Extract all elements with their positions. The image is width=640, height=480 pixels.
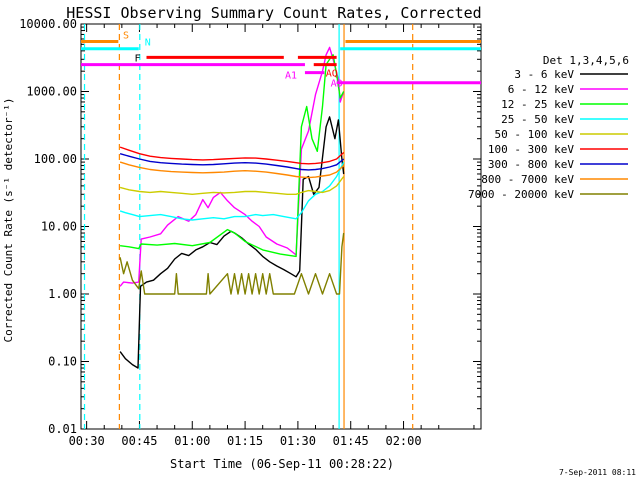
- flag-label: F: [134, 53, 140, 64]
- x-tick-label: 00:45: [121, 434, 157, 448]
- x-tick-label: 01:00: [174, 434, 210, 448]
- legend: 3 - 6 keV 6 - 12 keV 12 - 25 keV 25 - 50 ke…: [468, 68, 628, 201]
- series-line-3-6-keV: [119, 116, 345, 369]
- series-line-100-300-keV: [119, 146, 345, 165]
- flag-label: S: [123, 31, 129, 42]
- y-tick-label: 1000.00: [26, 85, 77, 99]
- series-line-7000-20000-keV: [119, 232, 345, 295]
- series-line-25-50-keV: [119, 161, 345, 221]
- legend-label: 25 - 50 keV: [501, 113, 574, 126]
- legend-label: 100 - 300 keV: [488, 143, 574, 156]
- series-line-6-12-keV: [119, 46, 345, 287]
- x-tick-label: 01:15: [227, 434, 263, 448]
- x-axis-label: Start Time (06-Sep-11 00:28:22): [170, 457, 394, 471]
- flag-label: AQ: [326, 69, 338, 80]
- series-group: [119, 46, 345, 369]
- legend-label: 800 - 7000 keV: [481, 173, 574, 186]
- legend-label: 12 - 25 keV: [501, 98, 574, 111]
- x-tick-label: 02:00: [385, 434, 421, 448]
- y-tick-label: 0.10: [48, 355, 77, 369]
- flag-bar-group: [81, 40, 481, 85]
- series-line-800-7000-keV: [119, 161, 345, 179]
- series-line-300-800-keV: [119, 153, 345, 171]
- legend-label: 300 - 800 keV: [488, 158, 574, 171]
- y-tick-label: 10000.00: [19, 17, 77, 31]
- y-tick-label: 10.00: [41, 220, 77, 234]
- series-line-50-100-keV: [119, 176, 345, 196]
- legend-label: 50 - 100 keV: [495, 128, 575, 141]
- corner-timestamp: 7-Sep-2011 08:11: [559, 468, 636, 477]
- x-tick-label: 01:30: [280, 434, 316, 448]
- plot-area: 0.01 0.10 1.00 10.00 100.00 1000.00 10000.00 00…: [19, 17, 482, 448]
- flag-label: A1: [285, 71, 297, 82]
- legend-title: Det 1,3,4,5,6: [543, 54, 629, 67]
- y-tick-label: 0.01: [48, 422, 77, 436]
- y-tick-label: 100.00: [34, 152, 77, 166]
- y-tick-label: 1.00: [48, 287, 77, 301]
- y-axis-label: Corrected Count Rate (s⁻¹ detector⁻¹): [2, 97, 15, 342]
- chart-title: HESSI Observing Summary Count Rates, Cor…: [66, 4, 481, 22]
- x-tick-label: 01:45: [333, 434, 369, 448]
- flag-label: A3: [331, 79, 343, 90]
- x-tick-label: 00:30: [69, 434, 105, 448]
- axes-frame: [80, 23, 482, 430]
- flag-label: N: [145, 38, 151, 49]
- legend-label: 7000 - 20000 keV: [468, 188, 574, 201]
- series-line-12-25-keV: [120, 54, 345, 258]
- legend-label: 3 - 6 keV: [514, 68, 574, 81]
- legend-label: 6 - 12 keV: [508, 83, 575, 96]
